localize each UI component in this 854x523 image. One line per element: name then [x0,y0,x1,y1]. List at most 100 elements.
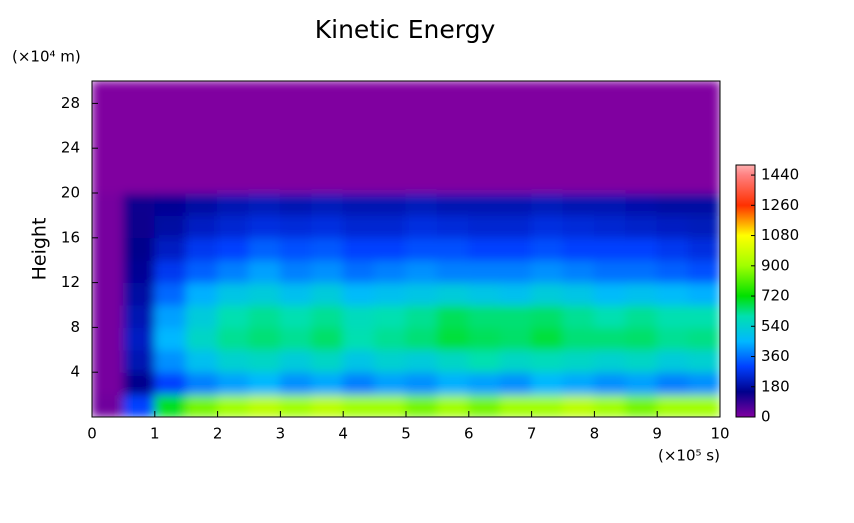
heat-cell [625,349,658,373]
heat-cell [279,349,313,373]
heat-cell [374,192,407,216]
heat-cell [405,147,438,172]
heat-cell [531,214,564,239]
heat-cell [405,259,438,284]
heat-cell [531,81,564,104]
heat-cell [436,125,470,149]
heat-cell [248,371,281,396]
heat-cell [688,304,720,328]
heat-cell [217,102,250,127]
heat-cell [154,282,187,306]
heat-cell [342,81,376,104]
heat-cell [248,102,281,127]
heat-cell [248,192,281,216]
heat-cell [185,282,219,306]
heat-cell [499,349,533,373]
heat-cell [279,147,313,172]
heat-cell [499,147,533,172]
colorbar-tick-label: 180 [761,377,790,395]
heat-cell [185,125,219,149]
heat-cell [311,349,344,373]
heat-cell [248,170,281,194]
heat-cell [562,147,595,172]
heat-cell [154,304,187,328]
heat-cell [154,81,187,104]
heat-cell [593,125,627,149]
heat-cell [436,282,470,306]
heat-cell [562,394,595,417]
heat-cell [656,147,690,172]
heat-cell [405,170,438,194]
heat-cell [436,170,470,194]
heat-cell [311,192,344,216]
heat-cell [593,102,627,127]
heat-cell [468,304,501,328]
x-tick-label: 3 [276,425,286,443]
heat-cell [374,326,407,351]
heat-cell [374,125,407,149]
heat-cell [374,237,407,261]
heat-cell [248,81,281,104]
heat-cell [248,214,281,239]
heat-cell [593,147,627,172]
heat-cell [562,259,595,284]
heat-cell [248,394,281,417]
y-tick-label: 12 [61,273,80,291]
heat-cell [593,326,627,351]
heat-cell [531,170,564,194]
heat-cell [656,192,690,216]
heat-cell [688,237,720,261]
heat-cell [311,237,344,261]
x-tick-label: 5 [401,425,411,443]
heat-cell [342,147,376,172]
heat-cell [154,170,187,194]
heat-cell [562,237,595,261]
heat-cell [374,102,407,127]
heat-cell [468,237,501,261]
heat-cell [92,214,124,239]
heat-cell [593,237,627,261]
heat-cell [468,326,501,351]
heat-cell [625,147,658,172]
heat-cell [562,81,595,104]
heat-cell [688,349,720,373]
heat-cell [92,349,124,373]
heat-cell [625,326,658,351]
heat-cell [499,102,533,127]
heat-cell [468,371,501,396]
heat-cell [688,170,720,194]
heat-cell [562,102,595,127]
heat-cell [185,170,219,194]
heat-cell [185,259,219,284]
heat-cell [342,282,376,306]
heat-cell [279,214,313,239]
heat-cell [248,147,281,172]
heat-cell [499,282,533,306]
heat-cell [625,304,658,328]
heat-cell [342,102,376,127]
heat-cell [656,214,690,239]
heat-cell [185,102,219,127]
x-tick-label: 6 [464,425,474,443]
heat-cell [342,214,376,239]
heat-cell [154,259,187,284]
heat-cell [185,214,219,239]
heat-cell [593,304,627,328]
heat-cell [154,125,187,149]
heat-cell [92,125,124,149]
heat-cell [405,125,438,149]
heat-cell [688,214,720,239]
y-tick-label: 16 [61,228,80,246]
heat-cell [217,282,250,306]
heat-cell [468,81,501,104]
heat-cell [562,170,595,194]
heat-cell [374,394,407,417]
heat-cell [468,102,501,127]
heat-cell [625,237,658,261]
y-tick-label: 4 [70,363,80,381]
heat-cell [374,349,407,373]
y-tick-label: 8 [70,318,80,336]
heat-cell [531,125,564,149]
heat-cell [217,326,250,351]
heat-cell [248,349,281,373]
